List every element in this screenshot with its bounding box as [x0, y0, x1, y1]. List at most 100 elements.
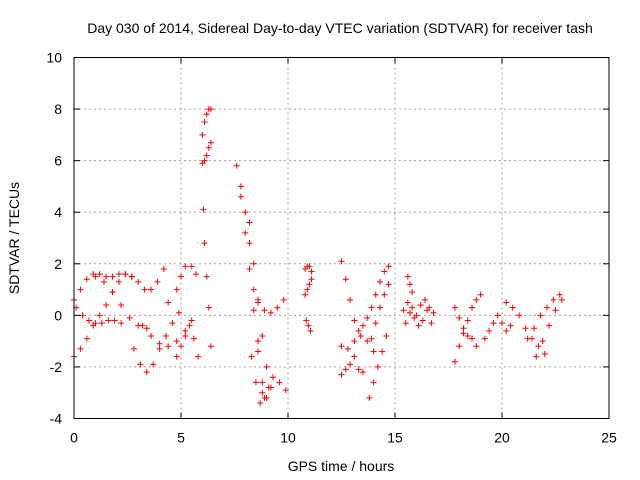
data-point	[486, 327, 493, 334]
data-point	[469, 304, 476, 311]
data-point	[92, 320, 99, 327]
data-point	[406, 309, 413, 316]
x-tick-label: 0	[70, 430, 78, 446]
data-point	[139, 322, 146, 329]
data-point	[205, 144, 212, 151]
series-arc-d1	[338, 258, 392, 334]
data-point	[246, 219, 253, 226]
data-point	[246, 265, 253, 272]
data-point	[126, 314, 133, 321]
data-point	[103, 302, 110, 309]
data-point	[541, 351, 548, 358]
data-point	[372, 291, 379, 298]
data-point	[259, 379, 266, 386]
data-point	[370, 379, 377, 386]
data-point	[342, 366, 349, 373]
data-point	[473, 343, 480, 350]
data-point	[370, 348, 377, 355]
data-point	[265, 384, 272, 391]
data-point	[415, 322, 422, 329]
data-point	[195, 353, 202, 360]
data-point	[338, 371, 345, 378]
x-tick-label: 10	[280, 430, 296, 446]
data-point	[368, 335, 375, 342]
data-point	[531, 325, 538, 332]
series-arc-c1	[233, 162, 266, 396]
series-arc-f4	[503, 299, 548, 358]
data-point	[77, 345, 84, 352]
series-arc-e3	[404, 273, 416, 296]
series-arc-c6	[302, 263, 315, 275]
data-point	[274, 304, 281, 311]
data-point	[192, 271, 199, 278]
series-arc-e2	[402, 307, 435, 329]
data-point	[558, 296, 565, 303]
data-point	[344, 345, 351, 352]
data-point	[503, 327, 510, 334]
series-arc-c2	[237, 193, 270, 401]
y-axis-label: SDTVAR / TECUs	[6, 182, 22, 294]
data-point	[92, 273, 99, 280]
series-arc-d3	[338, 353, 366, 378]
data-point	[118, 320, 125, 327]
data-point	[111, 317, 118, 324]
data-point	[305, 322, 312, 329]
data-point	[122, 271, 129, 278]
data-point	[302, 291, 309, 298]
axis-ticks: 0 5 10 15 20 25 -4 -2 0 2 4 6 8 10	[46, 50, 617, 446]
data-point	[128, 273, 135, 280]
data-point	[374, 363, 381, 370]
data-point	[308, 268, 315, 275]
data-point	[499, 320, 505, 327]
data-point	[307, 327, 314, 334]
data-point	[207, 139, 214, 146]
data-point	[304, 286, 311, 293]
data-point	[141, 286, 148, 293]
y-tick-label: 0	[54, 307, 62, 323]
data-point	[451, 304, 458, 311]
data-point	[148, 332, 155, 339]
data-point	[456, 343, 463, 350]
data-point	[351, 338, 358, 345]
series-arc-c7	[302, 276, 315, 298]
data-point	[404, 273, 411, 280]
data-point	[417, 302, 424, 309]
series-arc-f1	[451, 291, 484, 365]
x-axis-label: GPS time / hours	[288, 458, 395, 474]
data-point	[481, 335, 488, 342]
data-point	[385, 281, 392, 288]
data-point	[364, 338, 371, 345]
data-point	[165, 343, 172, 350]
data-point	[503, 299, 510, 306]
data-point	[250, 286, 257, 293]
data-point	[550, 296, 557, 303]
data-point	[105, 317, 112, 324]
data-point	[552, 307, 559, 314]
data-point	[186, 322, 193, 329]
series-arc-a6	[130, 309, 182, 376]
data-point	[347, 361, 354, 368]
data-point	[156, 340, 163, 347]
series-arc-d4	[366, 332, 390, 401]
data-point	[150, 361, 157, 368]
data-point	[242, 229, 249, 236]
data-point	[98, 320, 105, 327]
data-point	[250, 260, 257, 267]
data-point	[306, 263, 313, 270]
series-arc-d2	[338, 332, 377, 355]
data-point	[178, 343, 184, 350]
series-arc-c4	[248, 353, 289, 407]
data-point	[182, 327, 189, 334]
data-point	[381, 268, 388, 275]
data-point	[190, 335, 197, 342]
data-point	[406, 281, 413, 288]
data-point	[280, 296, 287, 303]
data-point	[77, 286, 84, 293]
data-point	[494, 312, 501, 319]
data-point	[79, 312, 86, 319]
data-point	[368, 304, 375, 311]
data-point	[282, 387, 289, 394]
data-point	[188, 263, 195, 270]
data-point	[402, 320, 409, 327]
data-point	[203, 152, 210, 159]
